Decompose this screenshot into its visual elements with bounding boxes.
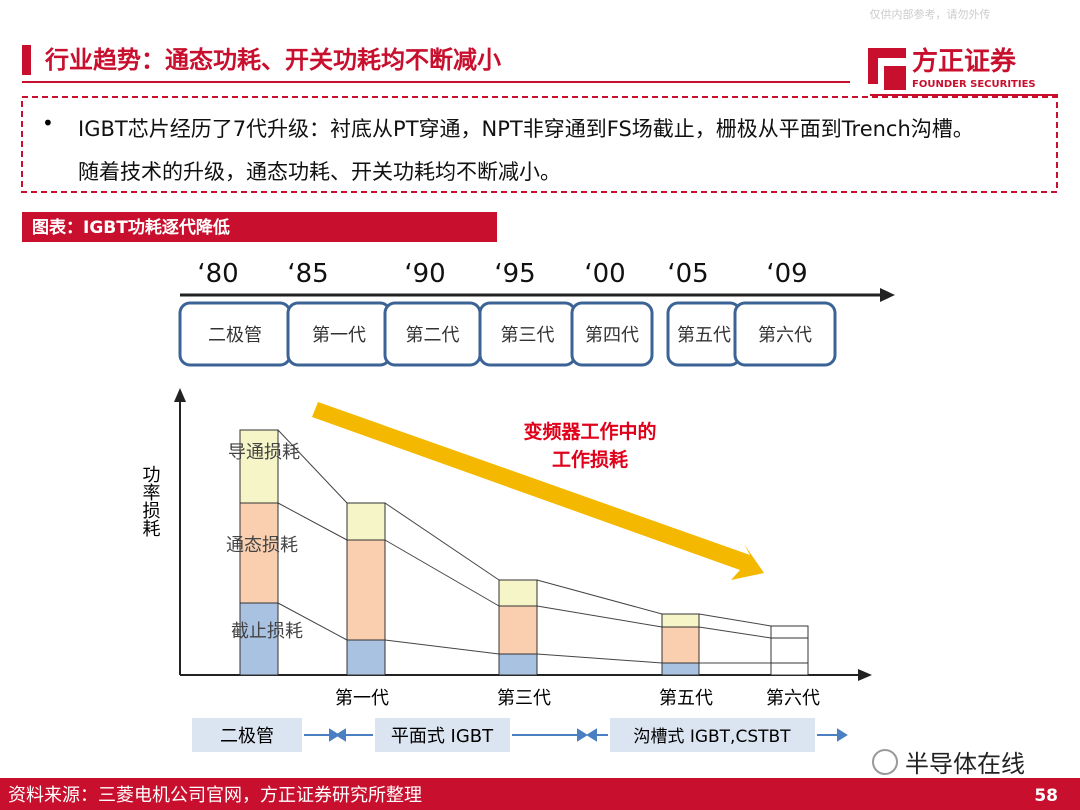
bullet-text: IGBT芯片经历了7代升级：衬底从PT穿通，NPT非穿通到FS场截止，栅极从平面… [78,117,974,184]
y-label: 功率损耗 [140,465,161,537]
figure-title-bar [22,212,497,242]
generation-label: 第六代 [758,325,812,346]
tech-box [610,718,815,752]
generation-label: 第三代 [501,325,555,346]
year-label: ‘95 [494,259,535,289]
year-label: ‘80 [197,259,238,289]
header-title: 行业趋势：通态功耗、开关功耗均不断减小 [44,46,501,74]
x-arrowhead [858,669,872,681]
year-label: ‘90 [404,259,445,289]
tech-label: 平面式 IGBT [391,726,494,747]
generation-box [733,301,837,367]
generation-box [570,301,654,367]
layer-label: 通态损耗 [226,535,298,556]
year-label: ‘00 [584,259,625,289]
layer-label: 截止损耗 [231,621,303,642]
timeline-arrowhead [880,288,895,302]
arrow-label: 变频器工作中的 [523,420,656,443]
logo-sub: FOUNDER SECURITIES [912,79,1036,90]
year-label: ‘09 [766,259,807,289]
generation-label: 第四代 [585,325,639,346]
year-label: ‘05 [667,259,708,289]
y-arrowhead [174,388,186,402]
logo: 方正证券 [912,46,1017,77]
year-label: ‘85 [287,259,328,289]
tech-box [192,718,302,752]
footer-bar [0,778,1080,810]
figure-title: 图表：IGBT功耗逐代降低 [32,217,230,238]
tech-label: 二极管 [220,726,274,747]
page-number: 58 [1034,786,1058,806]
source: 资料来源：三菱电机公司官网，方正证券研究所整理 [8,785,422,806]
bars [239,429,809,676]
x-label: 第一代 [335,688,389,709]
watermark: 仅供内部参考，请勿外传 [870,7,991,21]
arrow-label: 工作损耗 [552,448,628,471]
bullet-box [21,96,1058,193]
layer-label: 导通损耗 [228,442,300,463]
tech-label: 沟槽式 IGBT,CSTBT [633,727,791,747]
tech-box [375,718,510,752]
trend-arrow [312,402,764,580]
x-label: 第五代 [659,688,713,709]
title-marker [22,45,31,75]
connectors [277,429,772,664]
logo-mark [868,48,906,90]
tech-arrows [304,728,848,742]
generation-label: 第一代 [312,325,366,346]
generation-label: 第二代 [406,325,460,346]
brand: 半导体在线 [905,750,1025,778]
generation-label: 第五代 [677,325,731,346]
x-label: 第六代 [766,688,820,709]
brand-icon [872,749,898,775]
bullet-dot: • [42,111,54,135]
x-label: 第三代 [497,688,551,709]
generation-label: 二极管 [208,325,262,346]
